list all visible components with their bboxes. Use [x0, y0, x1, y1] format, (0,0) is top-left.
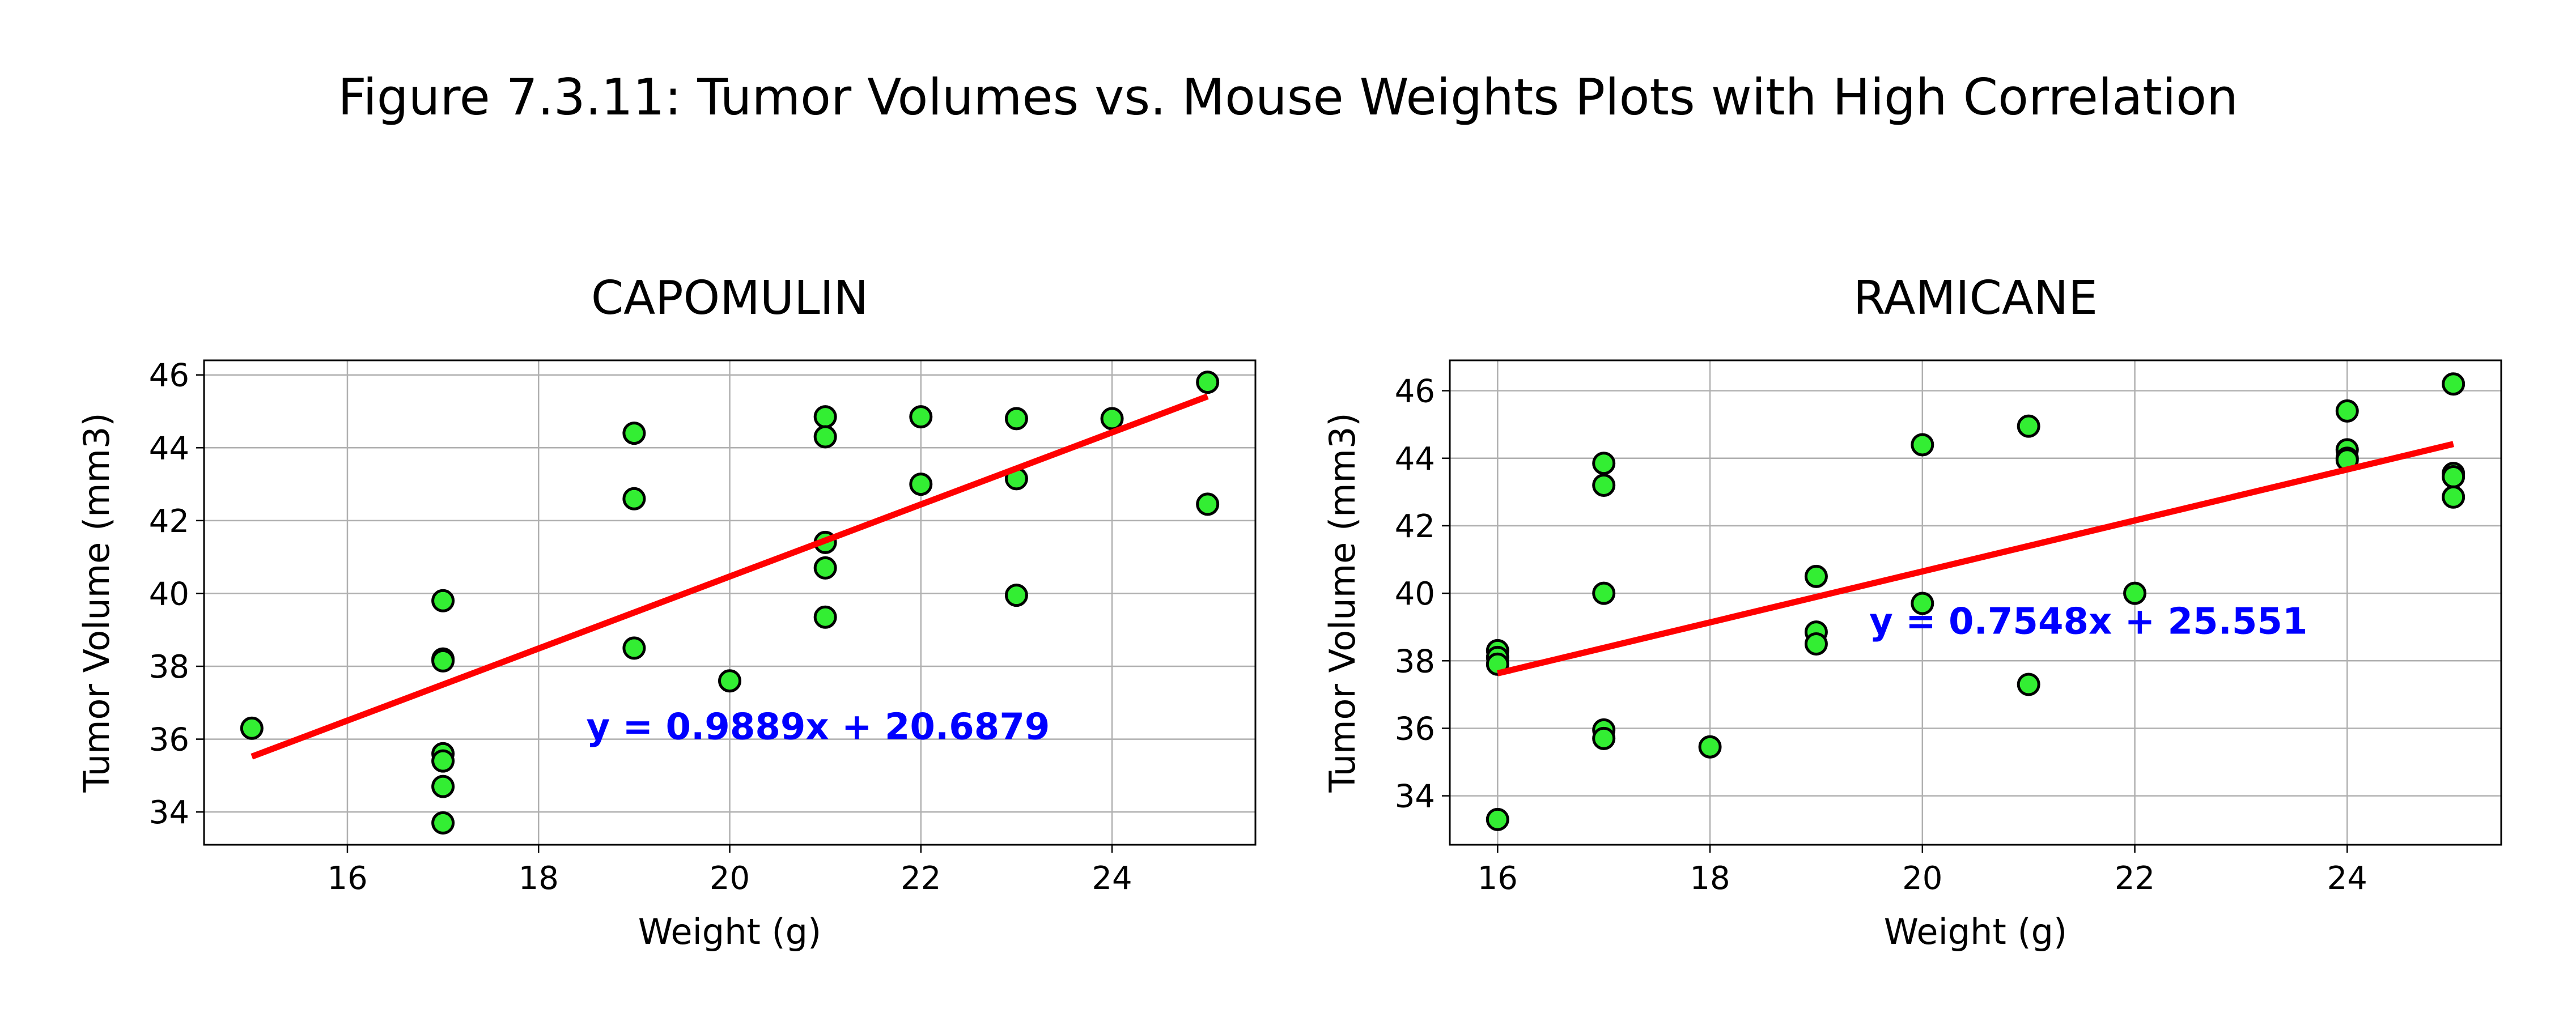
- y-tick-label: 46: [1395, 373, 1435, 410]
- x-tick-label: 24: [1092, 860, 1132, 897]
- data-point: [1804, 632, 1828, 656]
- y-tick-label: 40: [1395, 576, 1435, 612]
- y-tick-label: 38: [149, 649, 189, 686]
- y-tick-label: 38: [1395, 643, 1435, 680]
- figure-title: Figure 7.3.11: Tumor Volumes vs. Mouse W…: [338, 68, 2238, 126]
- data-point: [1592, 581, 1616, 605]
- x-tick-label: 16: [1478, 860, 1518, 897]
- axes-frame: [203, 359, 1257, 846]
- regression-equation: y = 0.7548x + 25.551: [1869, 601, 2307, 643]
- axes-frame: [1449, 359, 2502, 846]
- regression-line: [251, 393, 1209, 760]
- y-tick-label: 34: [1395, 778, 1435, 815]
- data-point: [813, 605, 837, 629]
- data-point: [1804, 564, 1828, 588]
- data-point: [2335, 399, 2359, 423]
- data-point: [718, 669, 741, 693]
- x-tick-label: 20: [710, 860, 750, 897]
- data-point: [240, 716, 264, 740]
- regression-line: [1497, 441, 2454, 676]
- data-point: [1698, 735, 1722, 759]
- data-point: [813, 405, 837, 429]
- data-point: [2017, 414, 2040, 438]
- data-point: [1911, 433, 1934, 457]
- panel-title: RAMICANE: [1853, 271, 2098, 325]
- data-point: [431, 775, 455, 798]
- data-point: [813, 556, 837, 580]
- x-axis-label: Weight (g): [1884, 911, 2067, 952]
- x-tick-label: 16: [327, 860, 367, 897]
- data-point: [1486, 807, 1509, 831]
- y-tick-label: 42: [1395, 508, 1435, 545]
- data-point: [2442, 372, 2465, 396]
- ramicane-plot: 16 18 20 22 24 34 36 38 40 42 44 46 y = 0.7548x + 25…: [1322, 271, 2502, 952]
- y-tick-label: 44: [149, 430, 189, 467]
- y-tick-label: 36: [149, 722, 189, 759]
- y-tick-label: 36: [1395, 710, 1435, 747]
- data-point: [2123, 581, 2147, 605]
- y-axis-label: Tumor Volume (mm3): [76, 412, 117, 793]
- y-tick-label: 46: [149, 358, 189, 394]
- data-point: [1592, 452, 1616, 475]
- data-point: [2442, 485, 2465, 509]
- y-axis-label: Tumor Volume (mm3): [1322, 412, 1363, 793]
- panel-title: CAPOMULIN: [591, 271, 868, 325]
- y-tick-label: 34: [149, 794, 189, 831]
- y-tick-label: 42: [149, 503, 189, 540]
- regression-equation: y = 0.9889x + 20.6879: [587, 707, 1050, 748]
- data-point: [431, 649, 455, 673]
- data-point: [2017, 673, 2040, 696]
- data-point: [431, 749, 455, 773]
- data-point: [1004, 407, 1028, 431]
- data-point: [813, 425, 837, 449]
- data-point: [622, 487, 646, 510]
- data-point: [622, 636, 646, 660]
- x-tick-label: 18: [519, 860, 559, 897]
- data-point: [909, 473, 933, 496]
- x-tick-label: 18: [1690, 860, 1730, 897]
- data-point: [1592, 473, 1616, 497]
- data-point: [1004, 584, 1028, 607]
- data-point: [431, 811, 455, 835]
- data-point: [2442, 465, 2465, 489]
- y-tick-label: 40: [149, 576, 189, 612]
- y-tick-label: 44: [1395, 441, 1435, 478]
- data-point: [431, 589, 455, 612]
- x-axis-label: Weight (g): [638, 911, 821, 952]
- x-tick-label: 24: [2327, 860, 2367, 897]
- x-tick-label: 22: [2115, 860, 2155, 897]
- capomulin-plot: 16 18 20 22 24 34 36 38 40 42 44 46 y = 0.9889x + 20…: [76, 271, 1257, 952]
- data-point: [1911, 592, 1934, 615]
- data-point: [1196, 492, 1220, 516]
- data-point: [1196, 371, 1220, 394]
- x-tick-label: 22: [901, 860, 941, 897]
- data-point: [622, 422, 646, 445]
- data-point: [1592, 726, 1616, 750]
- data-point: [1100, 407, 1124, 431]
- x-tick-label: 20: [1902, 860, 1942, 897]
- data-point: [909, 405, 933, 429]
